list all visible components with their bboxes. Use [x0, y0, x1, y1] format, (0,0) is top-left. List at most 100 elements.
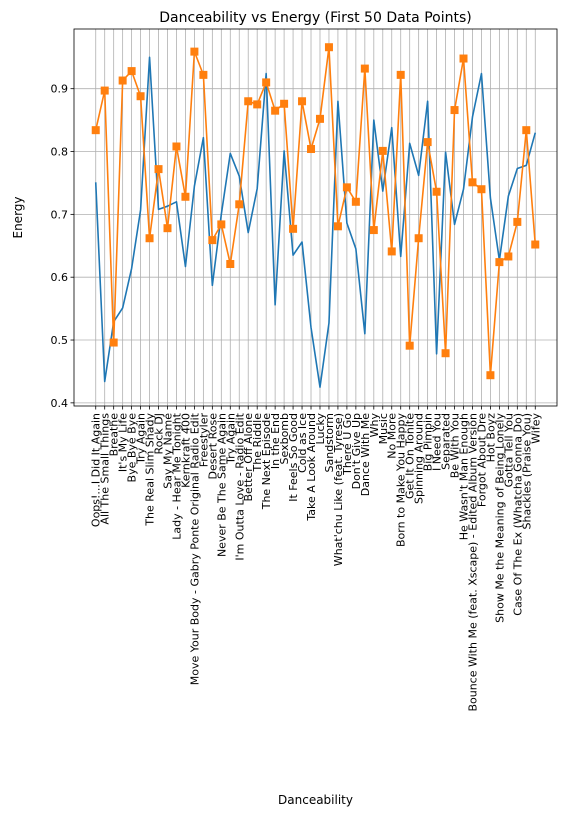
x-tick-label: Freestyler: [197, 413, 210, 468]
x-tick-label: The Next Episode: [260, 413, 273, 511]
x-tick-label: I Need You: [431, 413, 444, 471]
series-2-point: [172, 142, 181, 151]
series-2-point: [531, 240, 540, 249]
series-2-point: [504, 252, 513, 261]
series-2-point: [199, 70, 208, 79]
x-tick-label: Dance With Me: [359, 413, 372, 496]
series-2-point: [522, 126, 531, 135]
series-2-point: [324, 43, 333, 52]
series-2-point: [136, 92, 145, 101]
x-tick-label: Wifey: [529, 413, 542, 444]
y-tick-label: 0.4: [51, 397, 69, 410]
y-tick-label: 0.6: [51, 271, 69, 284]
y-tick-label: 0.8: [51, 146, 69, 159]
grid-lines: [74, 29, 557, 406]
x-tick-label: Show Me the Meaning of Being Lonely: [493, 413, 506, 623]
series-2-point: [289, 224, 298, 233]
series-2-point: [271, 106, 280, 115]
series-2-point: [217, 220, 226, 229]
series-2-point: [100, 86, 109, 95]
x-tick-label: Cold as Ice: [296, 413, 309, 473]
series-2-point: [109, 338, 118, 347]
series-2-point: [208, 236, 217, 245]
y-tick-label: 0.5: [51, 334, 69, 347]
x-tick-label: Born to Make You Happy: [395, 413, 408, 548]
series-2-point: [450, 106, 459, 115]
x-tick-label: Case Of The Ex (Whatcha Gonna Do): [511, 413, 524, 616]
x-tick-label: What'chu Like (feat. Tyrese): [332, 413, 345, 566]
series-2-point: [235, 200, 244, 209]
series-layer: [91, 43, 540, 388]
y-axis-ticks: 0.4 0.5 0.6 0.7 0.8 0.9: [51, 83, 74, 410]
series-2-point: [468, 178, 477, 187]
series-2-point: [513, 217, 522, 226]
x-tick-label: Spinning Around: [413, 413, 426, 504]
chart-title: Danceability vs Energy (First 50 Data Po…: [159, 10, 471, 26]
x-tick-label: I'm Outta Love - Radio Edit: [233, 412, 246, 560]
x-tick-label: Bounce With Me (feat. Xscape) - Edited A…: [466, 413, 479, 712]
series-2-point: [298, 97, 307, 106]
series-2-point: [280, 99, 289, 108]
x-tick-label: Take A Look Around: [305, 413, 318, 522]
series-2-point: [441, 349, 450, 358]
series-2-point: [181, 192, 190, 201]
series-2-point: [351, 197, 360, 206]
x-tick-label: Oops!...I Did It Again: [90, 413, 103, 527]
series-2-point: [378, 146, 387, 155]
series-2-point: [405, 341, 414, 350]
series-2-point: [342, 183, 351, 192]
x-tick-label: Hot Boyz: [484, 413, 497, 463]
y-axis-label: Energy: [11, 196, 25, 238]
series-2-point: [145, 234, 154, 243]
series-2-point: [360, 64, 369, 73]
series-2-point: [414, 234, 423, 243]
series-2-point: [459, 54, 468, 63]
x-tick-label: Bye Bye Bye: [126, 413, 139, 483]
x-tick-label: It Feels So Good: [287, 413, 300, 502]
series-2-line: [94, 46, 537, 377]
x-tick-label: Shackles (Praise You): [520, 413, 533, 529]
y-tick-label: 0.9: [51, 83, 69, 96]
x-tick-label: Say My Name: [161, 413, 174, 489]
x-tick-label: Sandstorm: [323, 413, 336, 473]
series-2-point: [226, 259, 235, 268]
series-2-point: [432, 187, 441, 196]
x-tick-label: Breathe: [108, 413, 121, 457]
x-tick-label: Lucky: [314, 413, 327, 445]
series-2-point: [154, 165, 163, 174]
x-tick-label: The Riddle: [251, 413, 264, 473]
series-2-point: [253, 100, 262, 109]
series-2-point: [333, 222, 342, 231]
x-tick-label: Why: [368, 413, 381, 438]
x-tick-label: Move Your Body - Gabry Ponte Original Ra…: [188, 412, 201, 685]
series-2-point: [369, 226, 378, 235]
x-tick-label: Lady - Hear Me Tonight: [170, 412, 183, 539]
series-1-line: [94, 56, 537, 388]
series-2-point: [244, 97, 253, 106]
x-tick-label: Be With You: [449, 413, 462, 478]
x-tick-label: Kernkraft 400: [179, 413, 192, 488]
x-tick-label: Never Be The Same Again: [215, 413, 228, 557]
x-tick-label: There U Go: [341, 413, 354, 476]
x-tick-label: The Real Slim Shady: [144, 413, 157, 527]
x-tick-label: Sexbomb: [278, 413, 291, 464]
x-tick-label: All The Small Things: [99, 413, 112, 525]
series-2-point: [262, 78, 271, 87]
x-axis-label: Danceability: [278, 793, 353, 807]
x-tick-label: Big Pimpin: [422, 413, 435, 471]
x-tick-label: Forgot About Dre: [475, 413, 488, 507]
x-tick-label: It's My Life: [117, 413, 130, 472]
x-tick-label: Try Again: [135, 413, 148, 465]
series-2-point: [315, 114, 324, 123]
x-tick-label: Get It On Tonite: [404, 413, 417, 499]
series-2-point: [118, 76, 127, 85]
series-2-point: [163, 224, 172, 233]
y-tick-label: 0.7: [51, 208, 69, 221]
plot-frame: [73, 28, 558, 407]
x-tick-label: Gotta Tell You: [502, 413, 515, 487]
series-2-point: [477, 185, 486, 194]
x-tick-label: Music: [377, 413, 390, 444]
